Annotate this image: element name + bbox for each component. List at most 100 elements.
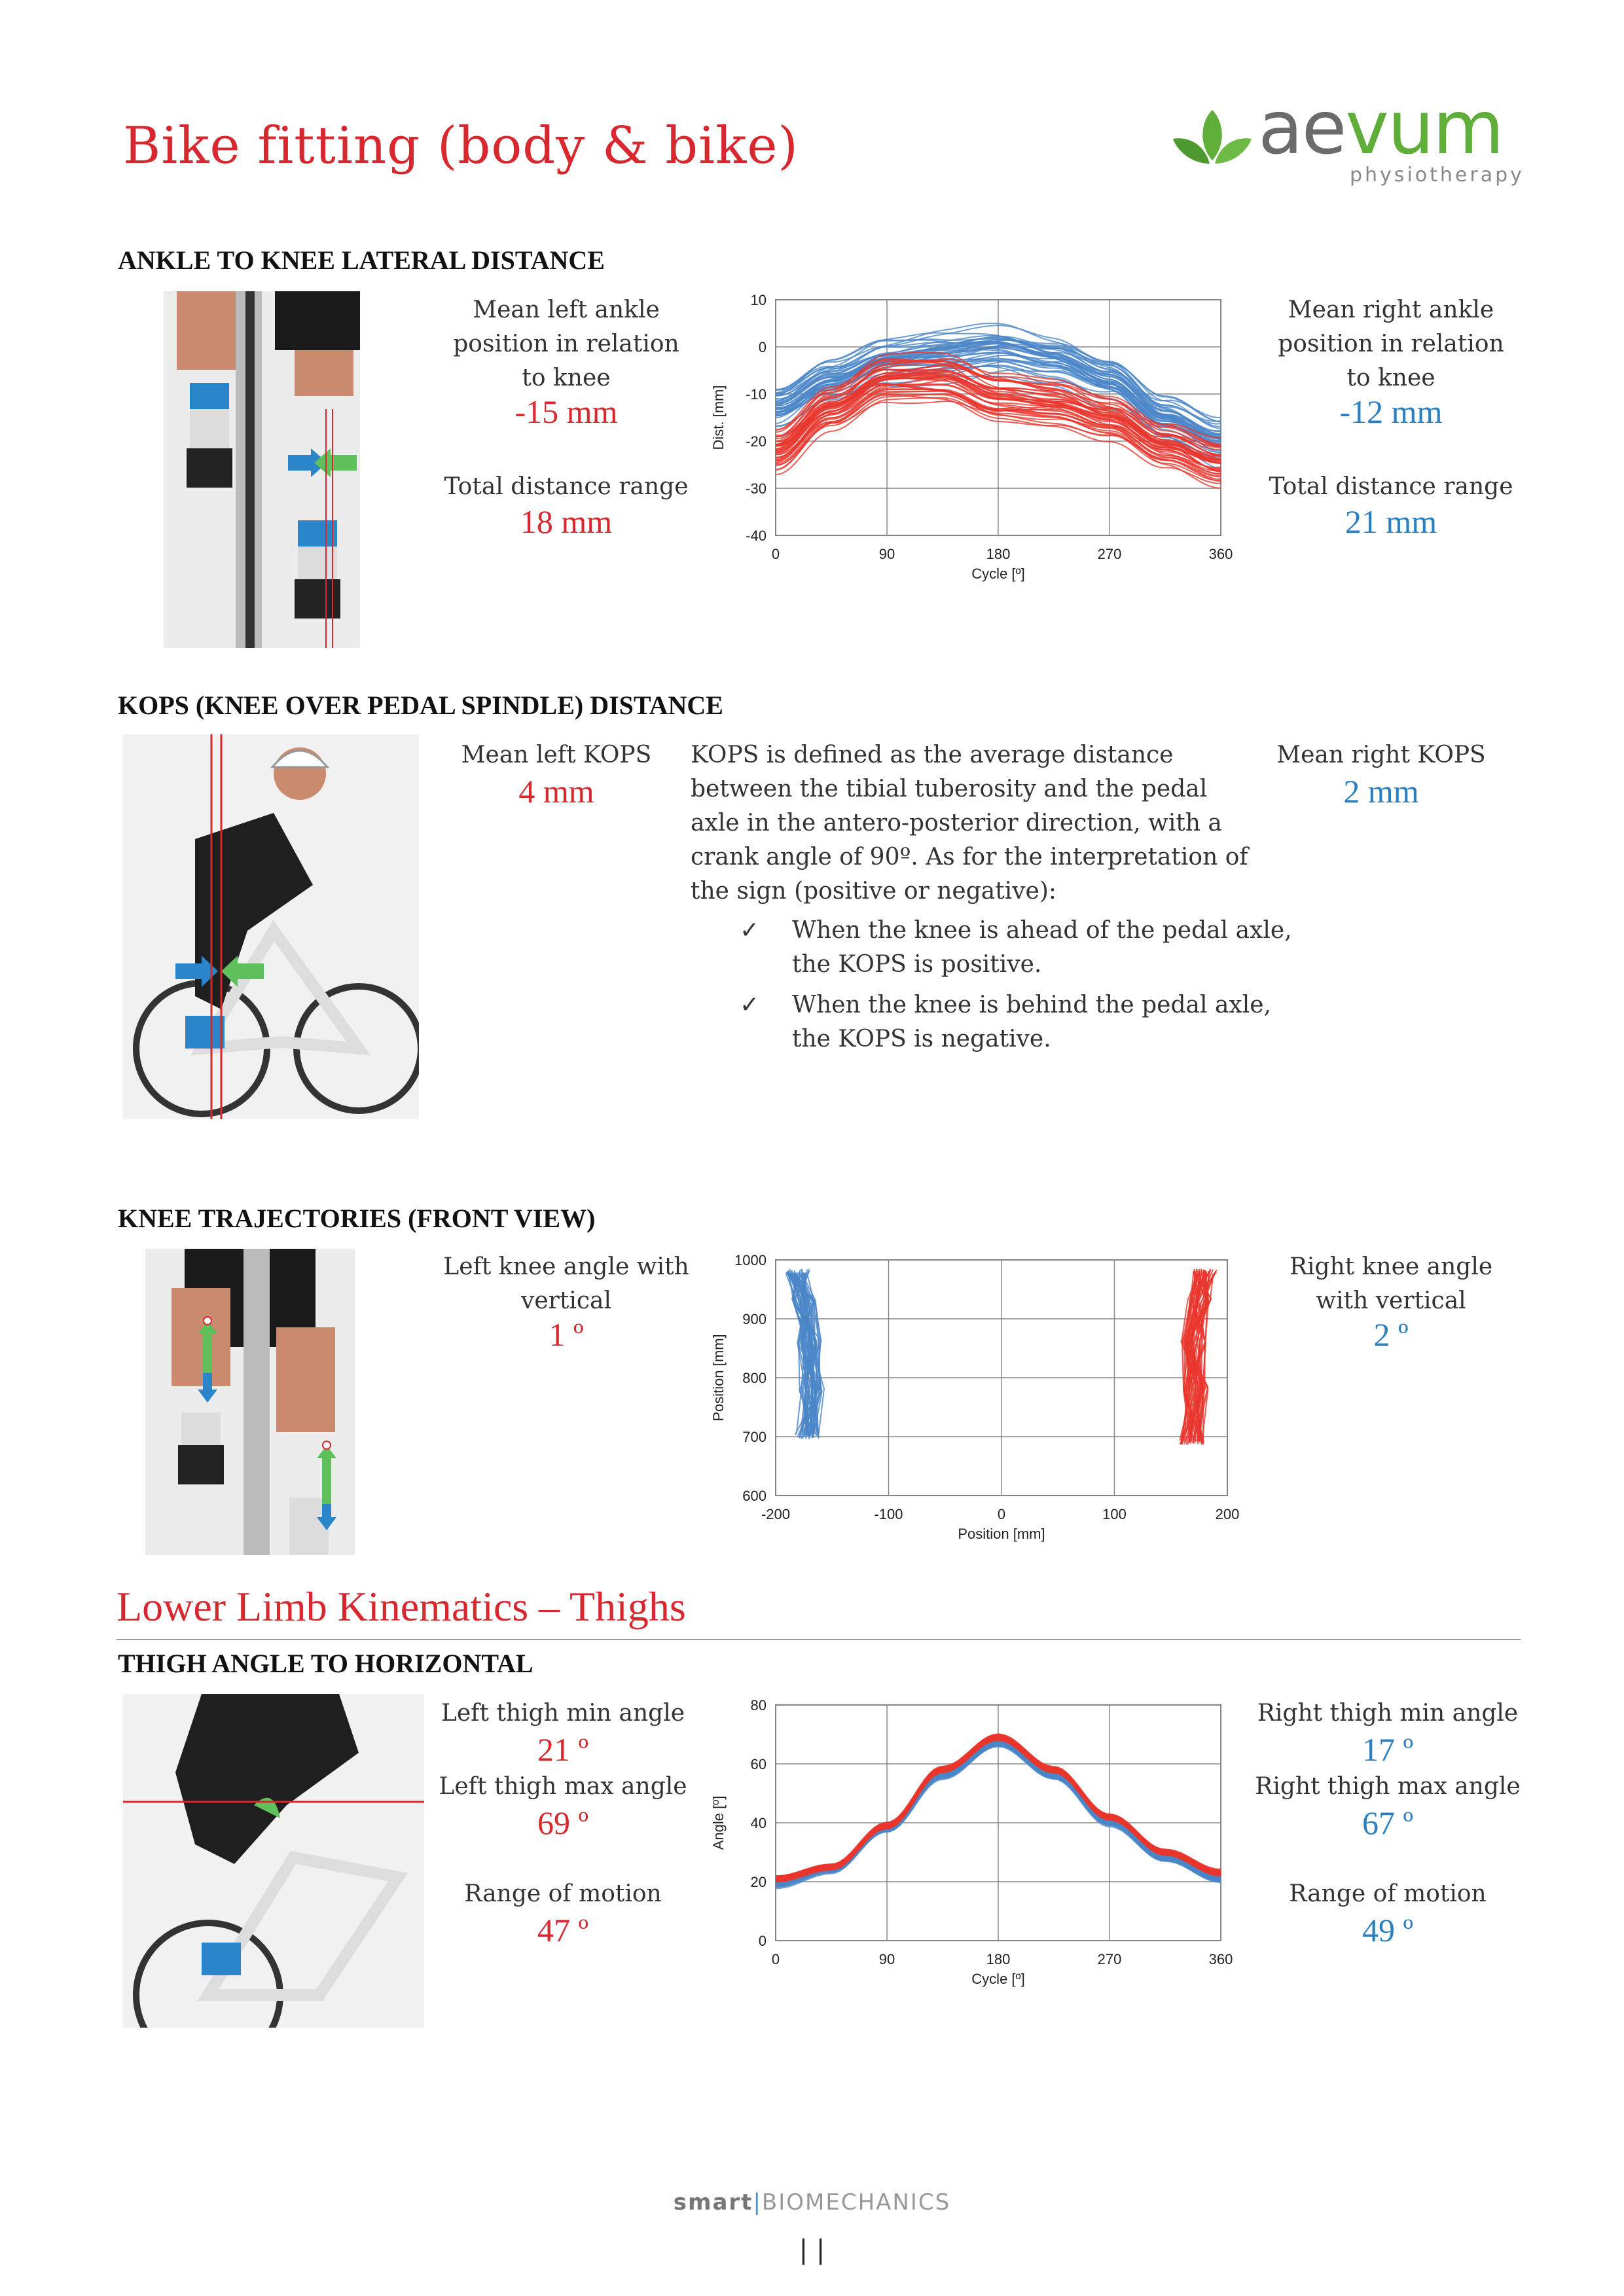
right-thigh-rom-value: 49 º: [1362, 1912, 1413, 1948]
x-tick-label: 360: [1209, 546, 1233, 562]
right-ankle-label: Mean right ankle position in relation to…: [1278, 296, 1504, 391]
footer-brand-b: BIOMECHANICS: [761, 2189, 951, 2215]
y-tick-label: 800: [742, 1370, 767, 1386]
right-thigh-min-value: 17 º: [1362, 1731, 1413, 1768]
x-tick-label: 0: [998, 1506, 1005, 1522]
right-knee-angle-label: Right knee angle with vertical: [1289, 1253, 1493, 1314]
y-tick-label: 1000: [734, 1252, 767, 1268]
ankle-distance-chart: 0 90 180 270 360 10 0 -10 -20 -30 -40 Cycle [º] Dist…: [710, 292, 1233, 582]
left-thigh-rom-value: 47 º: [537, 1912, 588, 1948]
cyclist-rear-photo: [164, 291, 360, 648]
section-heading-knee-trajectories: KNEE TRAJECTORIES (FRONT VIEW): [118, 1204, 596, 1233]
y-tick-label: 40: [751, 1815, 767, 1831]
trajectory-line: [1180, 1268, 1208, 1445]
leaf-icon: [1173, 110, 1252, 164]
logo-word-b: vum: [1345, 86, 1504, 171]
trajectory-line: [787, 1270, 818, 1437]
series-line: [776, 1744, 1221, 1888]
y-tick-label: 10: [751, 292, 767, 308]
trajectory-line: [1194, 1270, 1205, 1444]
section-divider: [117, 1639, 1521, 1640]
y-tick-label: 0: [759, 339, 767, 355]
y-tick-label: -20: [746, 433, 767, 450]
x-axis-label: Cycle [º]: [971, 1971, 1024, 1987]
trajectory-line: [789, 1272, 821, 1440]
y-tick-label: 900: [742, 1311, 767, 1327]
series-line: [776, 397, 1221, 484]
series-line: [776, 394, 1221, 482]
right-knee-angle-value: 2 º: [1373, 1316, 1409, 1353]
y-axis-label: Dist. [mm]: [710, 386, 727, 450]
series-group: [785, 1268, 1218, 1445]
left-thigh-max-value: 69 º: [537, 1804, 588, 1841]
left-thigh-min-value: 21 º: [537, 1731, 588, 1768]
left-ankle-range-label: Total distance range: [444, 473, 689, 500]
series-line: [776, 365, 1221, 456]
trajectory-line: [788, 1272, 818, 1437]
y-tick-label: -10: [746, 386, 767, 403]
left-ankle-value: -15 mm: [514, 393, 618, 430]
series-line: [776, 332, 1221, 418]
y-axis-label: Angle [º]: [710, 1796, 727, 1850]
left-knee-angle-label: Left knee angle with vertical: [443, 1253, 689, 1314]
series-group: [776, 323, 1221, 489]
cyclist-front-photo: [145, 1249, 355, 1555]
series-line: [776, 1736, 1221, 1880]
kops-bullet-text: When the knee is behind the pedal axle, …: [792, 992, 1271, 1052]
left-thigh-min-label: Left thigh min angle: [441, 1700, 685, 1727]
left-kops-value: 4 mm: [518, 773, 594, 810]
x-tick-label: 100: [1102, 1506, 1127, 1522]
y-tick-label: 80: [751, 1697, 767, 1713]
logo-subtitle: physiotherapy: [1350, 164, 1525, 187]
thighs-title: Lower Limb Kinematics – Thighs: [117, 1583, 686, 1630]
x-tick-label: 90: [879, 1951, 895, 1967]
aevum-logo: aevum physiotherapy: [1172, 92, 1522, 190]
checkmark-icon: ✓: [740, 992, 760, 1018]
series-line: [776, 338, 1221, 435]
x-tick-label: 180: [986, 546, 1011, 562]
right-thigh-max-label: Right thigh max angle: [1255, 1773, 1521, 1800]
series-line: [776, 351, 1221, 444]
left-kops-label: Mean left KOPS: [461, 742, 652, 768]
right-kops-label: Mean right KOPS: [1276, 742, 1486, 768]
x-tick-label: 200: [1216, 1506, 1240, 1522]
x-tick-label: 360: [1209, 1951, 1233, 1967]
y-axis-label: Position [mm]: [710, 1334, 727, 1421]
kops-bullet-negative: ✓ When the knee is behind the pedal axle…: [740, 988, 1303, 1056]
cyclist-side-photo: [123, 734, 419, 1119]
series-line: [776, 351, 1221, 439]
right-thigh-min-label: Right thigh min angle: [1257, 1700, 1519, 1727]
section-heading-thigh-angle: THIGH ANGLE TO HORIZONTAL: [118, 1649, 533, 1678]
y-tick-label: -30: [746, 480, 767, 497]
right-ankle-range-label: Total distance range: [1269, 473, 1513, 500]
series-line: [776, 363, 1221, 457]
series-line: [776, 358, 1221, 446]
page-title: Bike fitting (body & bike): [123, 117, 799, 175]
y-tick-label: 600: [742, 1488, 767, 1504]
left-thigh-rom-label: Range of motion: [464, 1880, 662, 1907]
kops-bullet-text: When the knee is ahead of the pedal axle…: [792, 917, 1292, 978]
kops-description: KOPS is defined as the average distance …: [691, 742, 1248, 905]
cyclist-thigh-photo: [123, 1694, 424, 2028]
knee-trajectory-chart: -200 -100 0 100 200 1000 900 800 700 600 Position …: [710, 1252, 1240, 1542]
trajectory-line: [1183, 1270, 1208, 1444]
x-axis-label: Position [mm]: [958, 1526, 1045, 1542]
series-line: [776, 376, 1221, 464]
x-tick-label: -100: [874, 1506, 903, 1522]
right-thigh-rom-label: Range of motion: [1289, 1880, 1487, 1907]
right-thigh-max-value: 67 º: [1362, 1804, 1413, 1841]
left-ankle-label: Mean left ankle position in relation to …: [453, 296, 679, 391]
series-group: [776, 1733, 1221, 1890]
left-ankle-range-value: 18 mm: [520, 503, 613, 540]
section-heading-kops: KOPS (KNEE OVER PEDAL SPINDLE) DISTANCE: [118, 691, 723, 720]
series-line: [776, 354, 1221, 448]
left-knee-angle-value: 1 º: [549, 1316, 584, 1353]
y-tick-label: 0: [759, 1933, 767, 1949]
footer-brand-a: smart: [673, 2189, 753, 2215]
x-tick-label: 0: [772, 546, 780, 562]
checkmark-icon: ✓: [740, 917, 760, 944]
section-heading-ankle: ANKLE TO KNEE LATERAL DISTANCE: [118, 245, 605, 275]
series-line: [776, 368, 1221, 456]
x-tick-label: -200: [761, 1506, 790, 1522]
y-tick-label: -40: [746, 528, 767, 544]
